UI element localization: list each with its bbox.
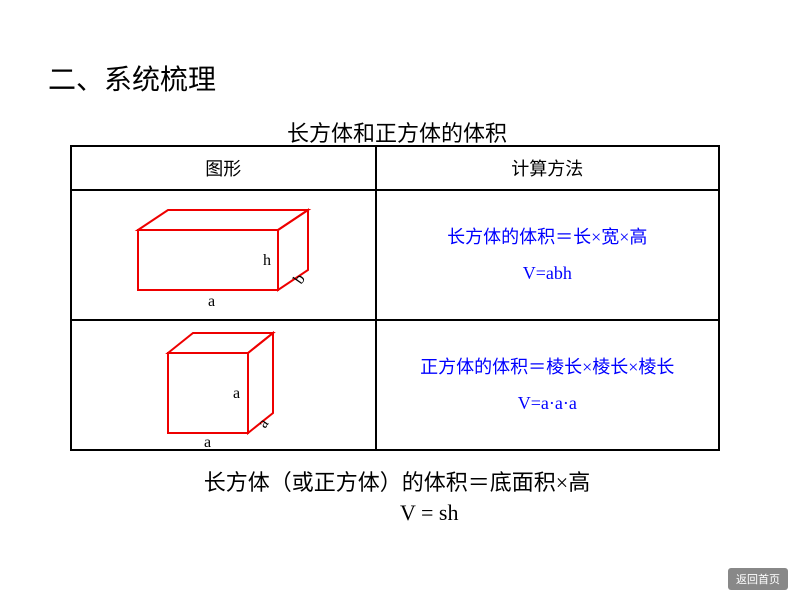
label-a1: a [204,434,211,448]
label-a: a [208,293,215,310]
cuboid-method-cell: 长方体的体积＝长×宽×高 V=abh [376,190,719,320]
back-home-button[interactable]: 返回首页 [728,568,788,590]
section-title: 二、系统梳理 [48,58,216,98]
volume-table: 图形 计算方法 a b h 长方体的体积＝长×宽×高 V=abh a [70,145,720,451]
table-row: a b h 长方体的体积＝长×宽×高 V=abh [71,190,719,320]
bottom-summary-text: 长方体（或正方体）的体积＝底面积×高 [0,465,794,497]
cube-method-cell: 正方体的体积＝棱长×棱长×棱长 V=a·a·a [376,320,719,450]
label-a2: a [255,415,273,431]
table-title: 长方体和正方体的体积 [0,116,794,148]
table-row: a a a 正方体的体积＝棱长×棱长×棱长 V=a·a·a [71,320,719,450]
cube-icon: a a a [108,323,338,448]
header-method: 计算方法 [376,146,719,190]
label-b: b [291,271,310,287]
cube-shape-cell: a a a [71,320,376,450]
label-h: h [263,252,271,269]
cube-formula-symbol: V=a·a·a [377,385,718,421]
cuboid-formula-symbol: V=abh [377,255,718,291]
bottom-formula: V = sh [400,500,458,526]
table-header-row: 图形 计算方法 [71,146,719,190]
cuboid-icon: a b h [108,200,338,310]
cuboid-shape-cell: a b h [71,190,376,320]
cube-formula-text: 正方体的体积＝棱长×棱长×棱长 [377,349,718,385]
label-a3: a [233,385,240,402]
header-shape: 图形 [71,146,376,190]
cuboid-formula-text: 长方体的体积＝长×宽×高 [377,219,718,255]
